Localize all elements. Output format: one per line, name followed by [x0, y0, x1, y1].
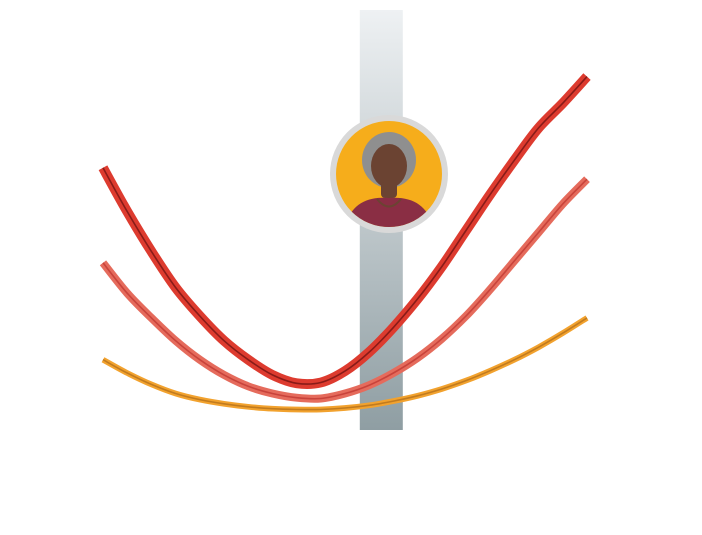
- avatar-neck: [381, 182, 397, 198]
- avatar-face: [371, 144, 407, 188]
- avatar-shirt: [342, 197, 436, 227]
- avatar-neckline: [376, 198, 402, 208]
- series-layer: [98, 73, 591, 413]
- series-2-line: [102, 178, 588, 400]
- person-avatar-icon: [330, 115, 448, 233]
- series-1-line: [102, 76, 588, 385]
- series-3-line: [102, 317, 588, 411]
